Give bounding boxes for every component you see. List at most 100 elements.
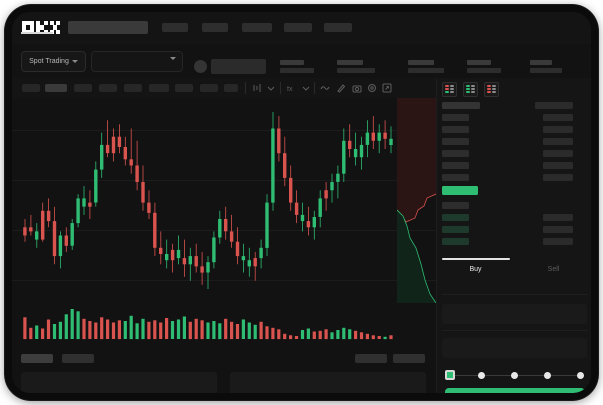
line-tool-icon[interactable] [320, 83, 330, 93]
bottom-tab-1[interactable] [21, 354, 53, 363]
chart-type-icon[interactable] [252, 83, 262, 93]
tf-8[interactable] [200, 84, 218, 92]
slider-step-50[interactable] [511, 371, 518, 379]
nav-item-4[interactable] [284, 23, 312, 32]
orderbook-bid-price[interactable] [442, 202, 469, 209]
orderbook-bid-amount [543, 238, 573, 245]
nav-item-1[interactable] [162, 23, 188, 32]
orderbook-view-sell-icon[interactable] [484, 82, 499, 97]
stat-high-low [408, 60, 444, 73]
tf-5[interactable] [124, 84, 142, 92]
bottom-tab-2[interactable] [62, 354, 94, 363]
app-screen: Spot Trading [12, 12, 591, 393]
indicators-icon[interactable]: fx [286, 83, 296, 93]
slider-step-25[interactable] [478, 371, 485, 379]
orderbook-ask-amount [543, 126, 573, 133]
orderbook-ask-amount [543, 114, 573, 121]
pencil-icon[interactable] [336, 83, 346, 93]
indicators-dropdown-icon[interactable] [301, 83, 311, 93]
orderbook-ask-price[interactable] [442, 174, 469, 181]
pair-select[interactable] [91, 51, 183, 72]
volume-series [23, 309, 393, 340]
orderbook-last-price [442, 186, 478, 195]
orderbook-ask-amount [535, 102, 573, 109]
trade-tab-active-underline [442, 258, 510, 260]
nav-search-input[interactable] [68, 21, 148, 34]
orderbook-ask-price[interactable] [442, 150, 469, 157]
stat-extra [530, 60, 562, 73]
orderbook-ask-amount [543, 138, 573, 145]
slider-step-100[interactable] [577, 371, 584, 379]
bottom-tab-bar [12, 348, 436, 370]
orderbook-ask-price[interactable] [442, 114, 469, 121]
tf-9[interactable] [224, 84, 238, 92]
tf-4[interactable] [99, 84, 117, 92]
orderbook-ask-price[interactable] [442, 162, 469, 169]
camera-icon[interactable] [352, 83, 362, 93]
trade-form-tabs: Buy Sell [437, 258, 591, 284]
chart-gridline [12, 180, 436, 181]
bottom-tab-right-1[interactable] [355, 354, 387, 363]
chart-toolbar: fx [12, 78, 436, 99]
top-navigation-bar [12, 12, 591, 44]
fullscreen-icon[interactable] [382, 83, 392, 93]
submit-buy-button[interactable] [445, 388, 585, 393]
bottom-tab-right-2[interactable] [393, 354, 425, 363]
bottom-panel-right[interactable] [230, 372, 426, 393]
tf-6[interactable] [149, 84, 169, 92]
tf-7[interactable] [175, 84, 193, 92]
orderbook-bid-price[interactable] [442, 214, 469, 221]
orderbook-view-buy-icon[interactable] [463, 82, 478, 97]
toolbar-divider-3 [314, 82, 315, 94]
tab-buy[interactable]: Buy [469, 266, 482, 273]
stat-change [337, 60, 375, 73]
nav-item-2[interactable] [202, 23, 228, 32]
price-field[interactable] [442, 304, 587, 324]
chart-gridline [12, 280, 436, 281]
orderbook-view-both-icon[interactable] [442, 82, 457, 97]
amount-percent-slider[interactable] [445, 369, 585, 381]
tf-2[interactable] [45, 84, 67, 92]
chevron-down-icon [170, 57, 176, 60]
pair-label [211, 59, 266, 74]
stat-volume [467, 60, 501, 73]
price-chart[interactable] [12, 98, 436, 303]
orderbook-bid-price[interactable] [442, 238, 469, 245]
nav-item-3[interactable] [242, 23, 272, 32]
orderbook-ask-price[interactable] [442, 102, 480, 109]
toolbar-divider [245, 82, 246, 94]
coin-avatar [194, 60, 207, 73]
orderbook-ask-amount [543, 162, 573, 169]
stat-last-price [280, 60, 314, 73]
toolbar-divider-2 [280, 82, 281, 94]
chart-type-dropdown-icon[interactable] [266, 83, 276, 93]
orderbook-bid-amount [543, 214, 573, 221]
form-divider [442, 330, 587, 331]
orderbook-bid-amount [543, 226, 573, 233]
svg-text:fx: fx [287, 86, 293, 93]
slider-handle[interactable] [445, 370, 455, 380]
tf-1[interactable] [22, 84, 40, 92]
bottom-panel-left[interactable] [21, 372, 217, 393]
amount-field[interactable] [442, 338, 587, 358]
gear-icon[interactable] [367, 83, 377, 93]
bottom-tab-active-underline [21, 32, 53, 34]
nav-item-5[interactable] [324, 23, 352, 32]
orderbook-ask-amount [543, 150, 573, 157]
chart-gridline [12, 130, 436, 131]
form-divider [442, 294, 587, 295]
chevron-down-icon [71, 60, 78, 63]
volume-chart [12, 303, 436, 348]
slider-step-75[interactable] [544, 371, 551, 379]
spot-trading-button[interactable]: Spot Trading [21, 51, 86, 72]
tf-3[interactable] [74, 84, 92, 92]
tab-sell[interactable]: Sell [547, 266, 560, 273]
depth-chart [397, 98, 436, 303]
orderbook-ask-price[interactable] [442, 126, 469, 133]
orderbook-view-toggle [442, 82, 499, 97]
spot-trading-label: Spot Trading [29, 58, 69, 65]
candlestick-series [23, 112, 393, 289]
orderbook-bid-price[interactable] [442, 226, 469, 233]
orderbook-ask-price[interactable] [442, 138, 469, 145]
